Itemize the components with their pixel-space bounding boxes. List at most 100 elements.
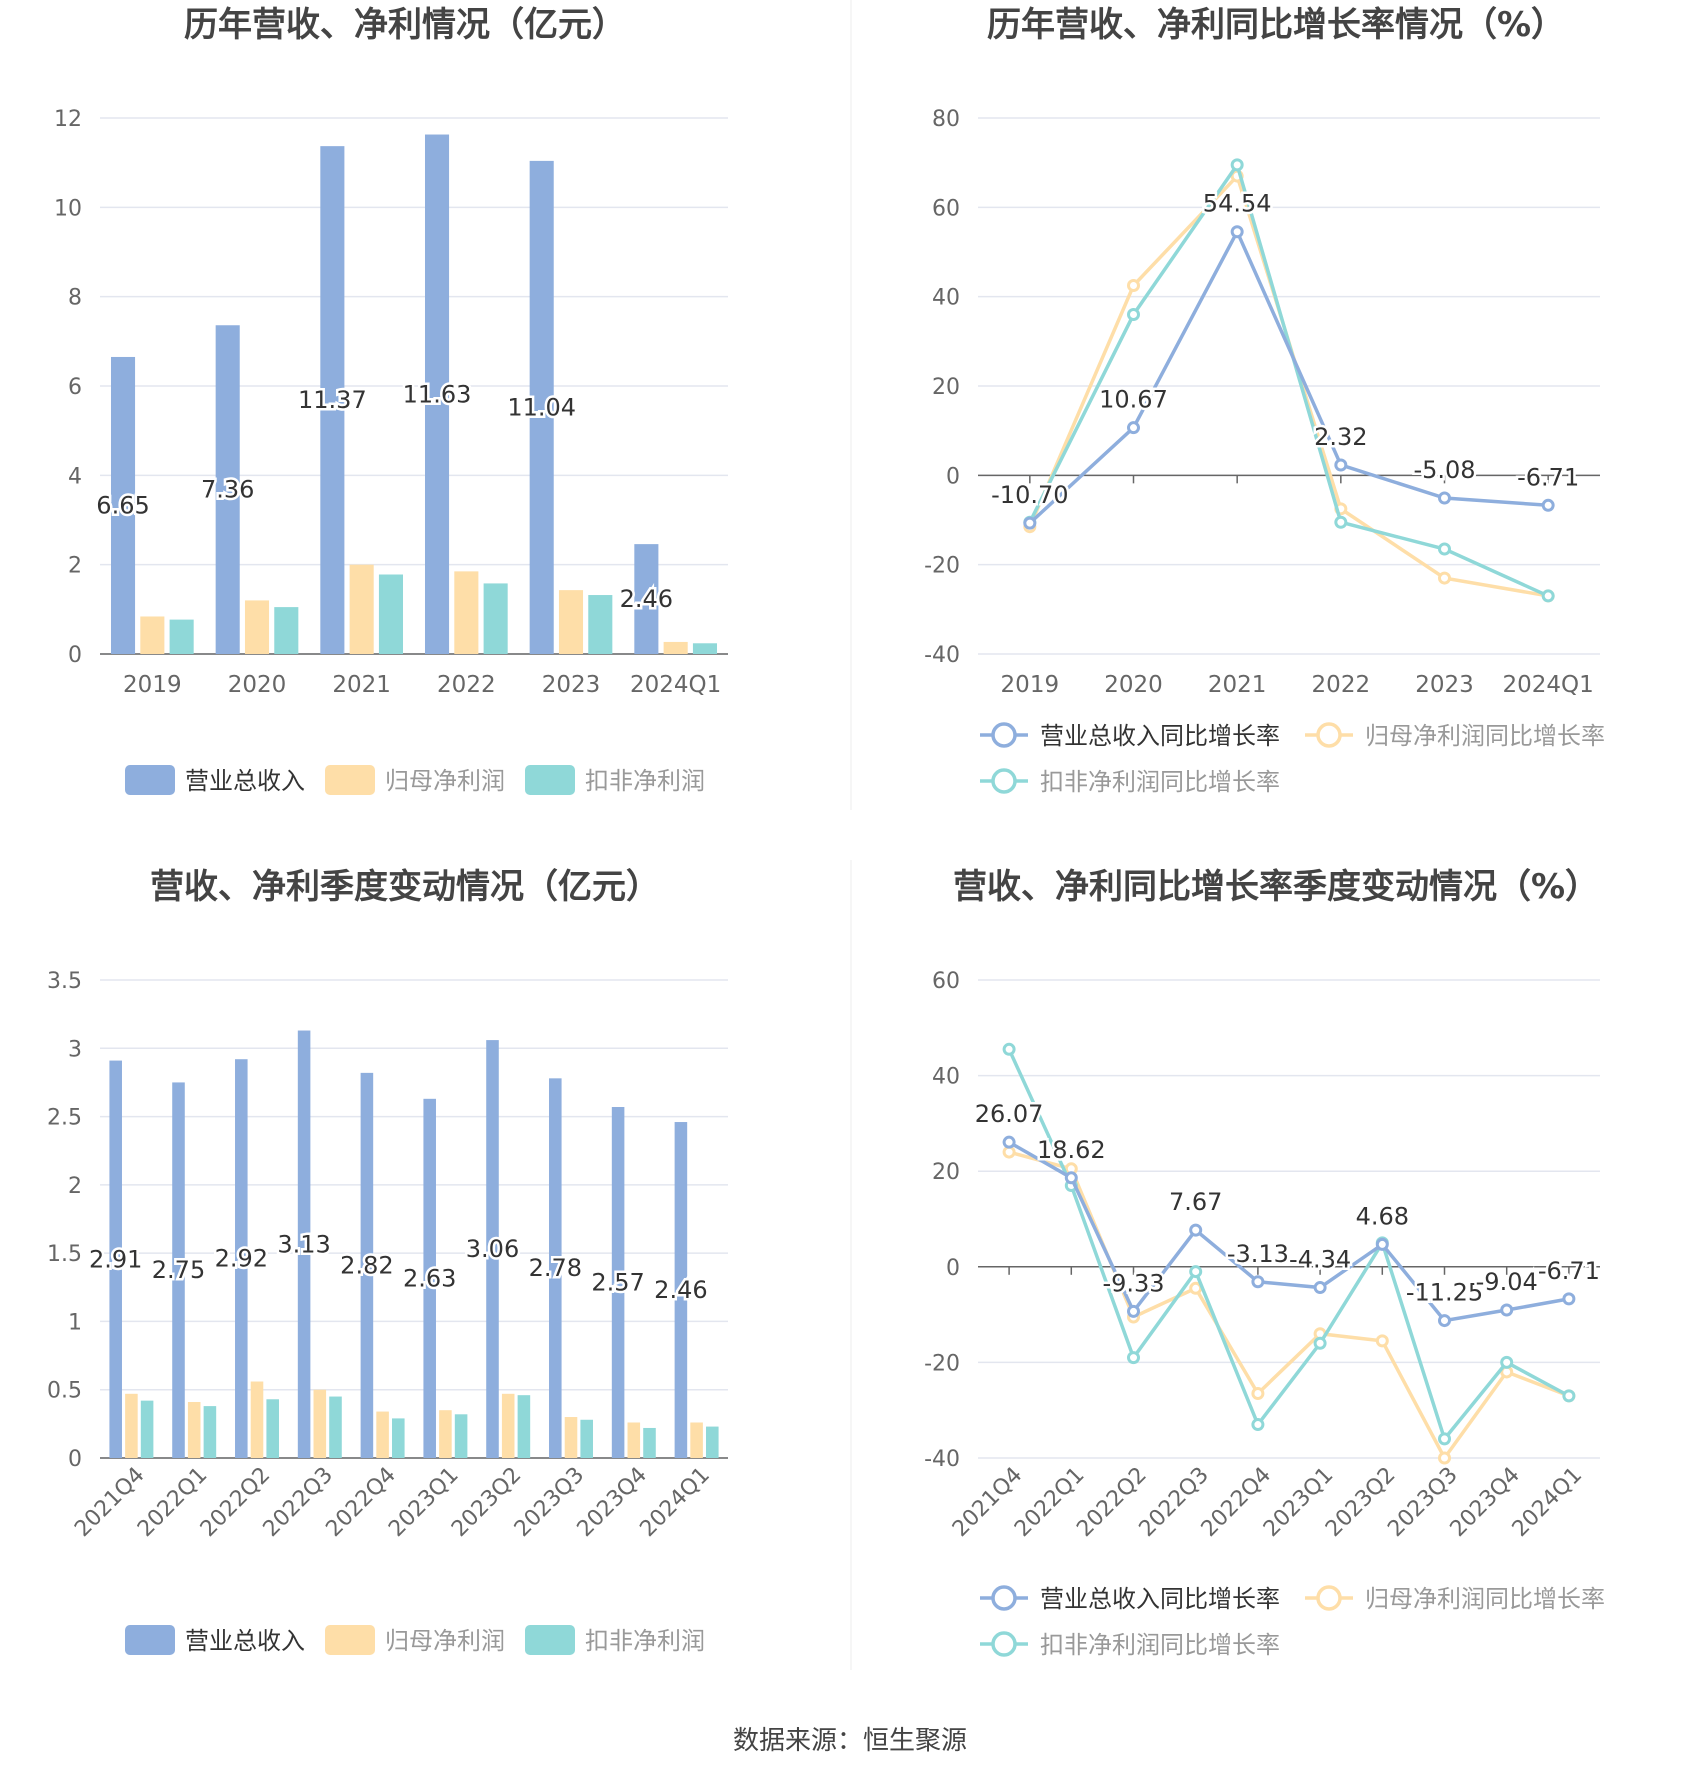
- chart3-bar: [392, 1418, 405, 1458]
- chart3-bar: [627, 1422, 641, 1458]
- chart3-data-label: 3.13: [277, 1230, 330, 1258]
- chart3-bar: [706, 1426, 719, 1458]
- chart4-data-label: 4.68: [1356, 1202, 1409, 1230]
- chart2-y-tick-label: 60: [932, 196, 960, 221]
- chart3-legend-swatch: [525, 1625, 575, 1655]
- chart4-series-point: [1313, 1281, 1327, 1295]
- chart1-data-label: 11.37: [298, 386, 367, 414]
- chart3-bar: [501, 1393, 515, 1458]
- chart3-bar: [611, 1107, 625, 1458]
- chart3-y-tick-label: 0.5: [47, 1379, 82, 1404]
- chart3-y-tick-label: 0: [68, 1447, 82, 1472]
- chart4-series-point: [1313, 1336, 1327, 1350]
- chart3-bar: [297, 1030, 311, 1458]
- chart1-bar: [110, 356, 136, 654]
- chart1-legend-swatch: [325, 765, 375, 795]
- chart3-y-tick-label: 2.5: [47, 1106, 82, 1131]
- chart2-series-point: [1127, 308, 1140, 322]
- chart4-y-tick-label: 20: [932, 1160, 960, 1185]
- chart2-series-point: [1230, 158, 1244, 172]
- chart4-x-tick-label: 2024Q1: [1508, 1463, 1587, 1542]
- chart3-y-tick-label: 1: [68, 1310, 82, 1335]
- chart3-bar: [250, 1381, 264, 1458]
- chart4-legend-label: 营业总收入同比增长率: [1040, 1585, 1280, 1613]
- chart2-y-tick-label: 80: [932, 107, 960, 132]
- chart4-legend-marker: [991, 1585, 1017, 1611]
- chart2-x-tick-label: 2021: [1208, 672, 1267, 698]
- chart1-bar: [215, 325, 240, 654]
- chart1-legend-label: 归母净利润: [385, 767, 505, 795]
- chart3-data-label: 2.63: [403, 1264, 456, 1292]
- chart1-legend-label: 扣非净利润: [585, 767, 705, 795]
- chart4-series-point: [1500, 1303, 1514, 1317]
- chart3-bar: [674, 1122, 688, 1458]
- chart4-data-label: -3.13: [1227, 1240, 1289, 1268]
- chart4-data-label: -4.34: [1289, 1246, 1351, 1274]
- chart2-series-point: [1438, 542, 1451, 556]
- chart2-y-tick-label: -40: [924, 643, 960, 668]
- chart2-series-point: [1127, 421, 1140, 435]
- chart4-series-line: [1008, 1150, 1570, 1462]
- chart1-title: 历年营收、净利情况（亿元）: [184, 5, 626, 45]
- chart4-data-label: -6.71: [1538, 1257, 1600, 1285]
- chart1-data-label: 2.46: [620, 585, 673, 613]
- chart4-series-point: [1562, 1389, 1576, 1403]
- chart1-legend-swatch: [125, 765, 175, 795]
- chart3-bar: [266, 1399, 279, 1458]
- chart3-bar: [140, 1400, 154, 1458]
- chart3-bar: [329, 1396, 342, 1458]
- chart2-x-tick-label: 2020: [1104, 672, 1163, 698]
- chart4-series-point: [1438, 1432, 1451, 1446]
- chart3-legend-label: 归母净利润: [385, 1627, 505, 1655]
- chart2-series-point: [1127, 279, 1140, 292]
- chart3-legend-swatch: [125, 1625, 175, 1655]
- chart1-y-tick-label: 12: [54, 107, 82, 132]
- chart1-x-tick-label: 2023: [542, 672, 601, 698]
- chart1-x-tick-label: 2021: [332, 672, 391, 698]
- chart2-y-tick-label: -20: [924, 554, 960, 579]
- chart4-series-point: [1438, 1314, 1451, 1328]
- chart2-series-point: [1438, 571, 1451, 585]
- chart2-series-point: [1023, 516, 1037, 530]
- chart2-x-tick-label: 2019: [1001, 672, 1060, 698]
- chart3-y-tick-label: 3: [68, 1037, 82, 1062]
- chart3-bar: [439, 1410, 452, 1458]
- chart1-x-tick-label: 2019: [123, 672, 182, 698]
- chart3-data-label: 2.91: [89, 1245, 142, 1273]
- chart2-data-label: 2.32: [1314, 423, 1367, 451]
- chart1-bar: [588, 595, 613, 654]
- chart2-title: 历年营收、净利同比增长率情况（%）: [987, 5, 1565, 45]
- chart1-bar: [320, 146, 345, 654]
- chart4-data-label: -11.25: [1406, 1279, 1483, 1307]
- chart3-y-tick-label: 1.5: [47, 1242, 82, 1267]
- chart1-bar: [169, 619, 194, 654]
- chart4-series-point: [1500, 1355, 1514, 1369]
- chart4-legend-marker: [1316, 1585, 1342, 1611]
- data-source-note: 数据来源：恒生聚源: [732, 1726, 967, 1756]
- chart3-bar: [643, 1427, 656, 1458]
- chart1-y-tick-label: 6: [68, 375, 82, 400]
- chart4-data-label: 7.67: [1169, 1188, 1222, 1216]
- chart1-legend-label: 营业总收入: [185, 767, 305, 795]
- chart2-data-label: -5.08: [1413, 456, 1475, 484]
- chart2-y-tick-label: 0: [946, 464, 960, 489]
- chart4-series-point: [1562, 1292, 1576, 1306]
- chart1-y-tick-label: 8: [68, 286, 82, 311]
- chart1-data-label: 11.04: [507, 393, 576, 421]
- chart1-data-label: 6.65: [96, 491, 149, 519]
- chart3-legend-label: 扣非净利润: [585, 1627, 705, 1655]
- chart4-series-point: [1438, 1451, 1451, 1465]
- chart4-series-point: [1127, 1304, 1140, 1318]
- chart3-bar: [454, 1414, 468, 1458]
- chart3-data-label: 2.57: [591, 1269, 644, 1297]
- chart2-series-point: [1334, 458, 1348, 472]
- chart2-series-line: [1028, 160, 1549, 598]
- chart4-series-point: [1251, 1386, 1265, 1400]
- chart2-series-point: [1541, 498, 1555, 512]
- chart3-data-label: 2.82: [340, 1251, 393, 1279]
- chart3-data-label: 2.75: [152, 1256, 205, 1284]
- chart4-series-point: [1064, 1171, 1078, 1185]
- chart2-y-tick-label: 20: [932, 375, 960, 400]
- chart3-bar: [109, 1060, 122, 1458]
